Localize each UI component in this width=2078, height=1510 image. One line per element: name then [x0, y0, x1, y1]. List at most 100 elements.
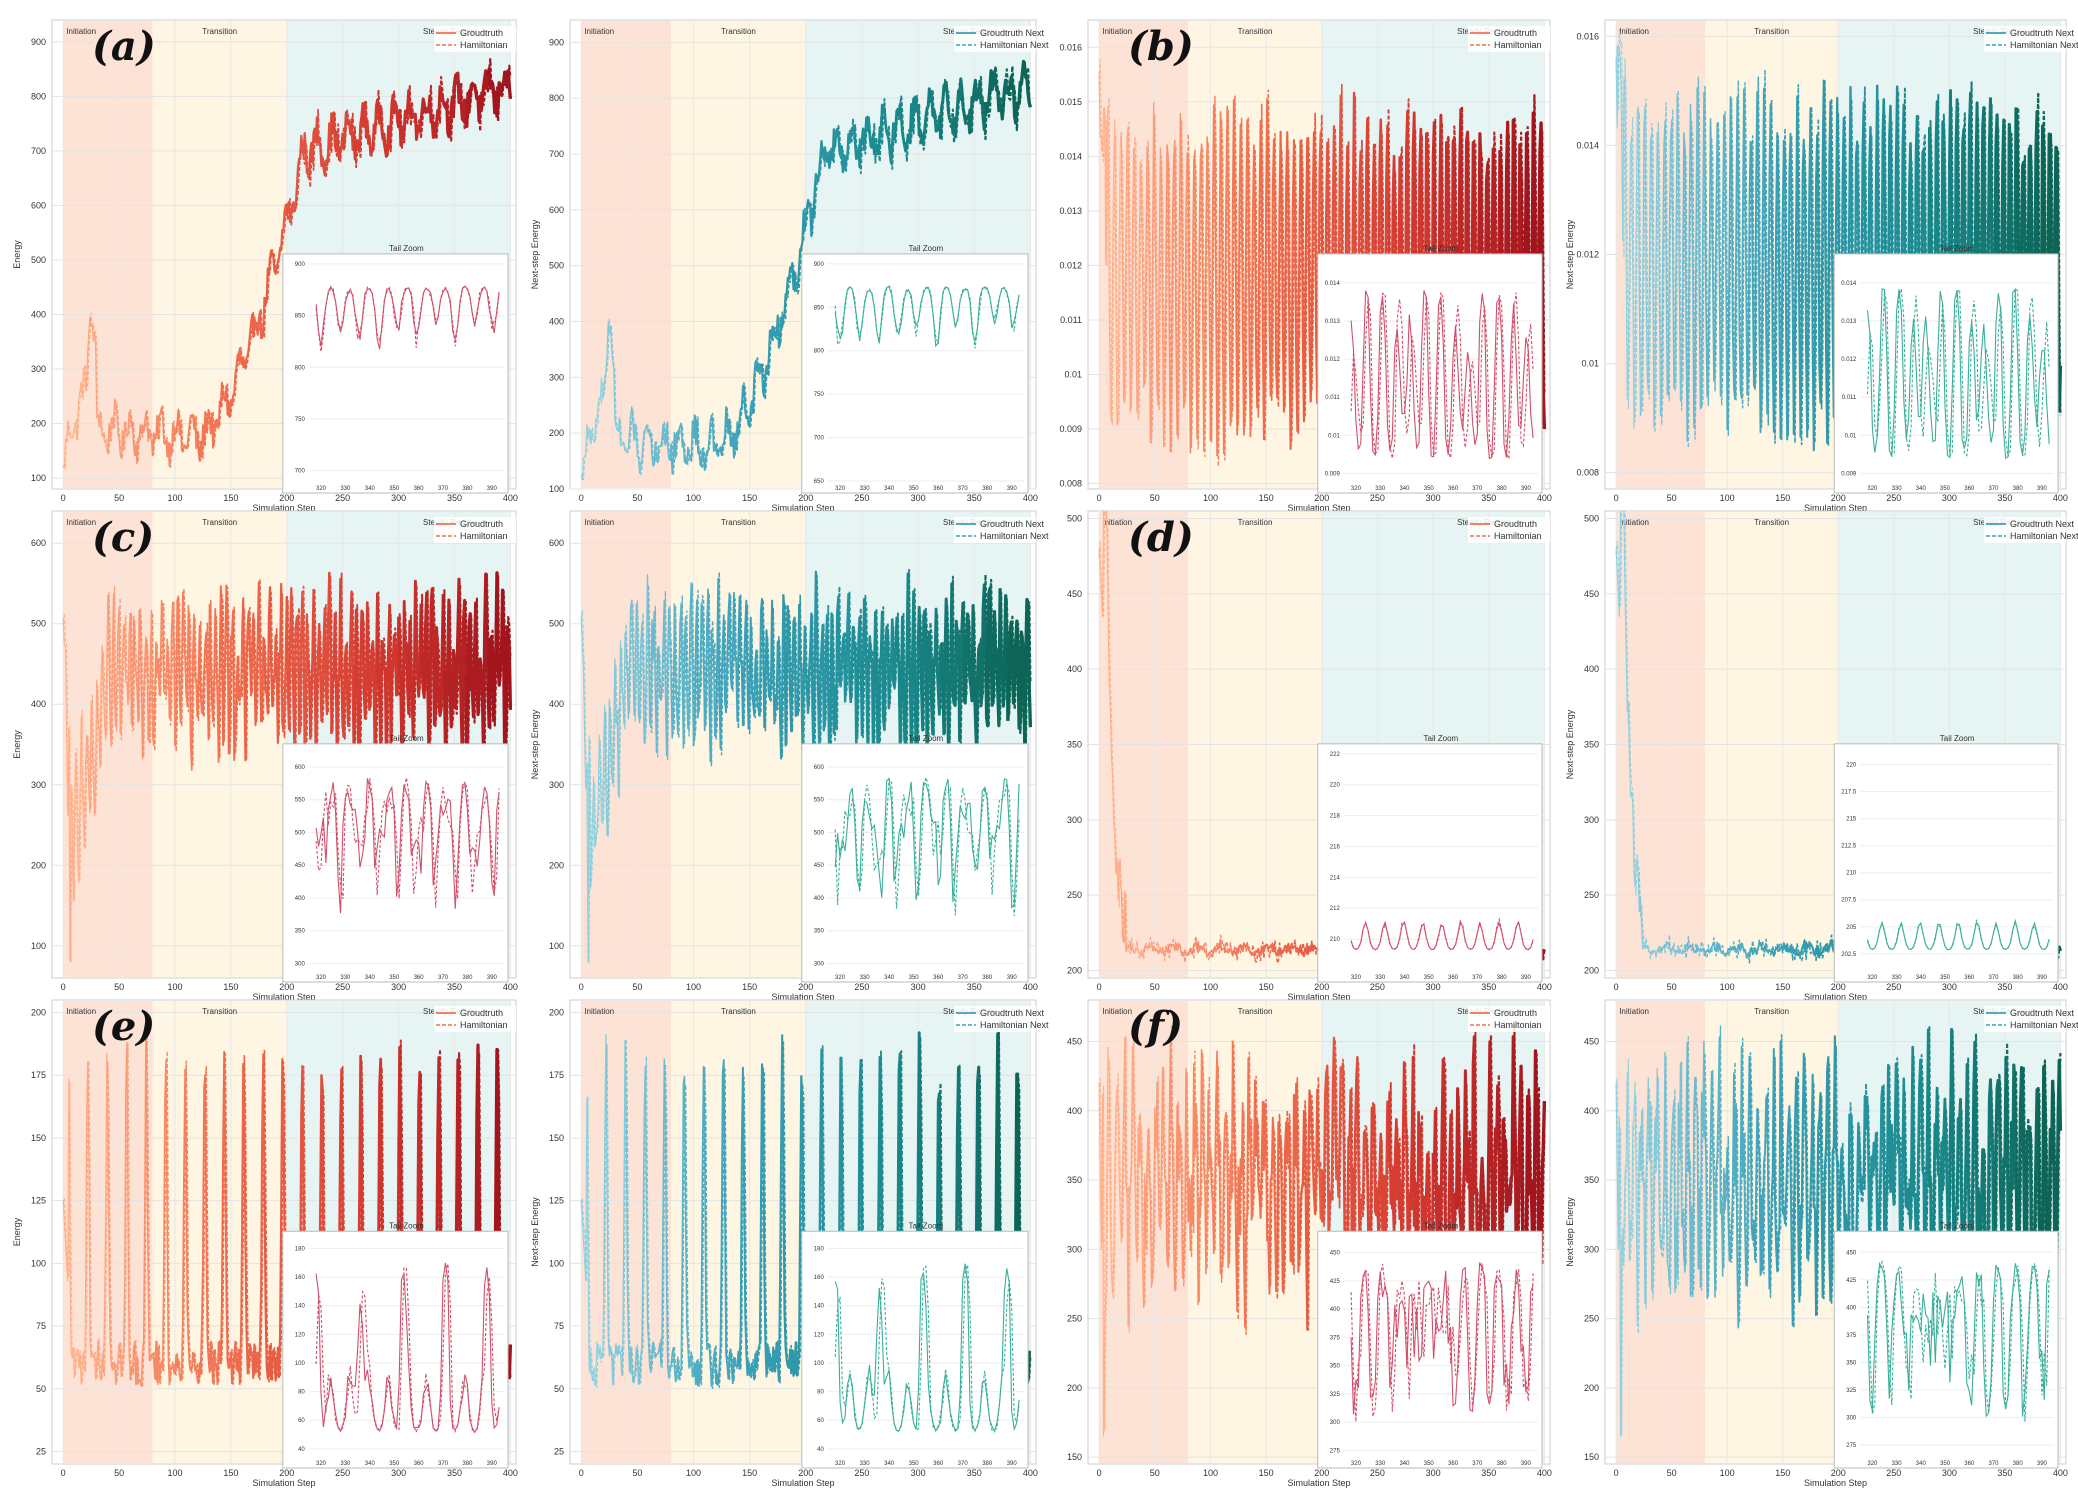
panel-11-inset-xtick-6: 380 [1497, 1461, 1508, 1467]
panel-8-legend-box [1984, 517, 2066, 543]
panel-1-inset-title: Tail Zoom [389, 244, 424, 253]
panel-5-series-hamiltonian-segment-10 [285, 585, 311, 759]
panel-9-series-hamiltonian-segment-6 [196, 1065, 221, 1386]
panel-1-series-hamiltonian-segment-19 [486, 57, 512, 123]
panel-11-xtick-6: 300 [1426, 1468, 1441, 1478]
panel-12-xtick-8: 400 [2053, 1468, 2068, 1478]
panel-5-series-hamiltonian-segment-3 [129, 607, 154, 759]
panel-3-ytick-8: 0.016 [1059, 42, 1082, 52]
panel-5-series-hamiltonian-segment-16 [419, 585, 445, 755]
panel-4-series-hamiltonian-segment-7 [1770, 100, 1795, 445]
panel-2-xtick-1: 50 [632, 493, 642, 503]
panel-12: InitiationTransitionSteady Regime1502002… [1565, 999, 2078, 1488]
panel-7-inset-title: Tail Zoom [1424, 734, 1459, 743]
panel-12-series-groundtruth-segment-9 [1815, 1035, 1840, 1316]
panel-11-series-groundtruth-segment-2 [1143, 1066, 1167, 1308]
panel-10-inset-xtick-1: 330 [860, 1461, 871, 1467]
panel-12-inset: Tail Zoom 275 300 325 350 375 400 425 450 320 330 3… [1833, 1221, 2059, 1469]
panel-11-inset-ytick-1: 300 [1330, 1420, 1341, 1426]
panel-4-series-groundtruth-segment-0 [1615, 44, 1639, 430]
panel-2-series-hamiltonian-segment-15 [917, 88, 942, 151]
panel-11-series-hamiltonian-segment-3 [1165, 1025, 1189, 1291]
panel-11-series-groundtruth-segment-4 [1187, 1049, 1212, 1305]
panel-8-inset-frame [1833, 743, 2059, 983]
panel-8-inset-ytick-1: 205 [1846, 925, 1857, 931]
panel-8-xtick-0: 0 [1614, 982, 1619, 992]
panel-10-inset-ytick-7: 180 [814, 1246, 825, 1252]
panel-12-series-groundtruth-segment-7 [1770, 1040, 1795, 1327]
panel-11-series-hamiltonian-segment-16 [1454, 1031, 1479, 1306]
panel-6-xtick-3: 150 [742, 982, 757, 992]
panel-11-series-hamiltonian-segment-4 [1187, 1050, 1212, 1302]
panel-3-legend-label-2: Hamiltonian [1494, 40, 1542, 50]
panel-2-series-hamiltonian-segment-18 [984, 65, 1009, 140]
panel-12-series-hamiltonian-segment-1 [1637, 1077, 1662, 1334]
panel-10-inset-xtick-2: 340 [884, 1461, 895, 1467]
panel-6-series-hamiltonian-segment-10 [804, 574, 830, 768]
panel-8-legend-label-1: Groudtruth Next [2010, 519, 2075, 529]
panel-4-xtick-8: 400 [2053, 493, 2068, 503]
panel-8-series-hamiltonian-segment-6 [1748, 938, 1773, 964]
panel-8-ytick-3: 350 [1584, 740, 1599, 750]
panel-3-ytick-3: 0.011 [1060, 315, 1082, 325]
panel-5-inset-xtick-7: 390 [487, 975, 498, 981]
panel-1-ytick-7: 800 [31, 91, 46, 101]
panel-1-inset-xtick-0: 320 [316, 486, 327, 492]
panel-2-inset-xtick-3: 350 [909, 486, 920, 492]
panel-9-ytick-1: 50 [36, 1384, 46, 1394]
panel-6-inset-ytick-3: 450 [814, 863, 825, 869]
panel-5-series-hamiltonian-segment-5 [174, 587, 198, 766]
panel-5-legend-label-2: Hamiltonian [460, 531, 508, 541]
panel-3-regime-label-1: Initiation [1102, 27, 1132, 36]
panel-4-xtick-6: 300 [1942, 493, 1957, 503]
panel-9-inset-ytick-0: 40 [298, 1447, 305, 1453]
panel-2-regime-band-2 [671, 21, 806, 488]
panel-11-inset-ytick-3: 350 [1330, 1364, 1341, 1370]
panel-12-legend-label-1: Groudtruth Next [2010, 1008, 2075, 1018]
panel-1-series-hamiltonian-segment-7 [218, 346, 243, 426]
panel-10-ytick-5: 150 [549, 1133, 564, 1143]
panel-6-inset-xtick-5: 370 [958, 975, 969, 981]
panel-4-series-hamiltonian-segment-16 [1970, 81, 1995, 439]
panel-5-inset-series-groundtruth [315, 778, 500, 914]
panel-6-inset-ytick-1: 350 [814, 929, 825, 935]
panel-5-ytick-3: 400 [31, 699, 46, 709]
panel-7-inset-xtick-1: 330 [1375, 975, 1386, 981]
panel-8-ylabel: Next-step Energy [1565, 709, 1575, 779]
panel-10-ytick-0: 25 [554, 1446, 564, 1456]
panel-1-series-groundtruth-segment-14 [374, 93, 400, 158]
panel-9-series-groundtruth-segment-8 [241, 1053, 266, 1380]
panel-11-legend-label-1: Groudtruth [1494, 1008, 1537, 1018]
panel-6-inset-xtick-2: 340 [884, 975, 895, 981]
panel-8-series-hamiltonian-segment-4 [1704, 937, 1728, 959]
panel-4-xtick-4: 200 [1831, 493, 1846, 503]
panel-9-inset-xtick-6: 380 [462, 1461, 473, 1467]
panel-9-xtick-2: 100 [167, 1468, 182, 1478]
panel-12-series-hamiltonian-segment-15 [1948, 1030, 1973, 1309]
panel-9-inset-ytick-4: 120 [295, 1332, 306, 1338]
panel-1-inset: Tail Zoom 700 750 800 850 900 320 330 340 350 360 3… [282, 244, 509, 494]
panel-3-series-hamiltonian-segment-0 [1098, 59, 1122, 426]
panel-5-series-hamiltonian-segment-19 [486, 574, 512, 758]
panel-10-xtick-3: 150 [742, 1468, 757, 1478]
panel-6-series-hamiltonian-segment-13 [872, 606, 897, 763]
panel-3-regime-label-2: Transition [1238, 27, 1273, 36]
panel-1-inset-ytick-0: 700 [295, 469, 306, 475]
panel-1-letter: (a) [92, 23, 156, 70]
panel-12-series-hamiltonian-segment-7 [1770, 1034, 1795, 1328]
panel-7-inset: Tail Zoom 210 212 214 216 218 220 222 320 330 340 3… [1317, 734, 1543, 983]
panel-10-regime-label-2: Transition [721, 1007, 756, 1016]
panel-4-series-hamiltonian-segment-6 [1748, 68, 1773, 428]
panel-1-series-hamiltonian-segment-4 [151, 403, 176, 469]
panel-1-ytick-2: 300 [31, 364, 46, 374]
panel-4-xtick-1: 50 [1667, 493, 1677, 503]
panel-6-xtick-0: 0 [579, 982, 584, 992]
panel-2-series-hamiltonian-segment-0 [580, 380, 605, 481]
panel-4-series-hamiltonian-segment-2 [1659, 89, 1684, 426]
panel-8-xtick-6: 300 [1942, 982, 1957, 992]
panel-6-series-hamiltonian-segment-2 [625, 585, 650, 745]
panel-9-xtick-4: 200 [279, 1468, 294, 1478]
panel-1-series-hamiltonian-segment-13 [352, 100, 377, 169]
panel-11-series-hamiltonian-segment-0 [1098, 1059, 1122, 1432]
panel-2-series-hamiltonian-segment-8 [760, 311, 785, 400]
